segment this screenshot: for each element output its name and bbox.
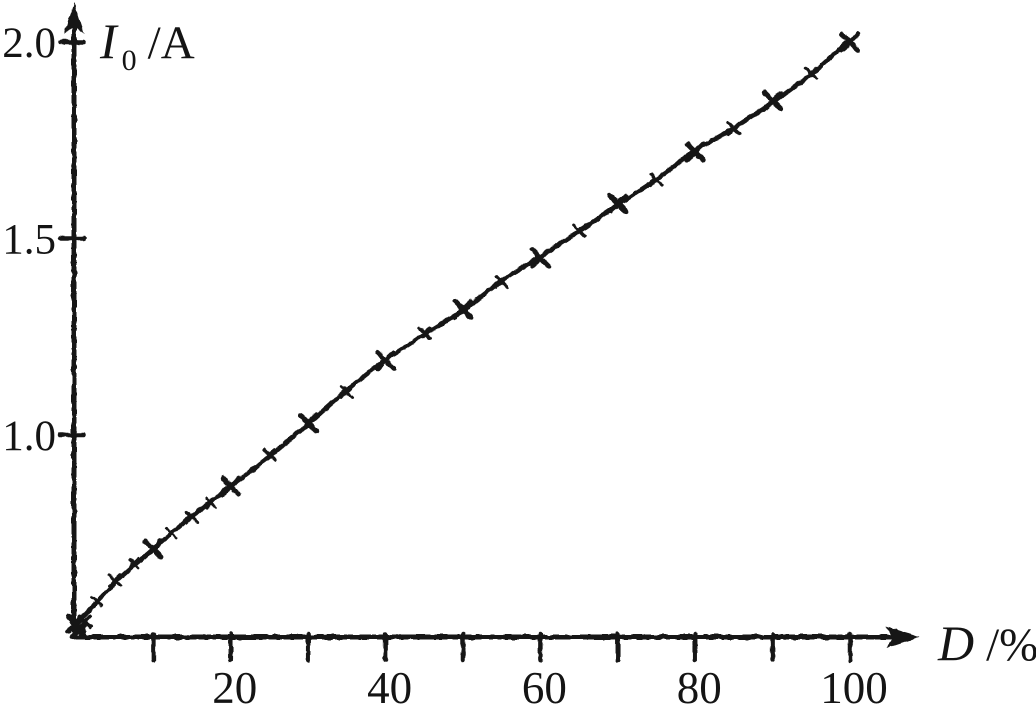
data-point-marker (684, 141, 706, 163)
data-point-marker (804, 66, 819, 81)
data-point-marker (571, 223, 587, 238)
marker-stroke (684, 141, 706, 163)
y-axis-symbol: I (99, 13, 119, 69)
data-point-marker (220, 475, 242, 497)
data-point-marker (762, 90, 784, 112)
marker-stroke (205, 497, 218, 510)
marker-stroke (375, 349, 397, 371)
marker-stroke (804, 66, 819, 81)
marker-stroke (571, 223, 587, 238)
x-axis-arrow (886, 626, 919, 648)
marker-stroke (165, 527, 178, 540)
marker-stroke (142, 538, 164, 560)
marker-stroke (185, 510, 200, 525)
data-point-marker (205, 497, 218, 510)
x-axis-label: D /% (937, 615, 1036, 671)
x-tick-label: 100 (820, 663, 888, 708)
x-tick-label: 20 (212, 663, 257, 708)
marker-stroke (127, 557, 140, 570)
marker-stroke (78, 614, 92, 629)
x-axis-unit: /% (986, 619, 1036, 671)
plot-ink (57, 2, 919, 663)
marker-stroke (839, 31, 861, 53)
data-point-marker (839, 31, 861, 53)
marker-stroke (726, 121, 742, 136)
marker-stroke (529, 247, 551, 269)
data-point-marker (649, 172, 664, 187)
marker-stroke (297, 412, 319, 434)
marker-stroke (339, 384, 354, 399)
tick-labels: 20 40 60 80 100 1.0 1.5 2.0 (2, 20, 888, 708)
marker-stroke (107, 573, 122, 588)
marker-stroke (762, 90, 784, 112)
data-point-marker (107, 573, 122, 588)
data-point-marker (78, 614, 92, 629)
marker-stroke (417, 325, 432, 340)
data-point-marker (494, 274, 509, 289)
y-axis-subscript: 0 (122, 44, 137, 77)
marker-stroke (220, 475, 242, 497)
y-axis-label: I 0 /A (99, 13, 195, 77)
y-tick-label: 1.0 (2, 413, 56, 460)
data-point-marker (165, 527, 178, 540)
marker-stroke (90, 595, 103, 608)
data-point-marker (262, 447, 277, 462)
data-point-marker (375, 349, 397, 371)
data-point-marker (339, 384, 354, 399)
data-point-marker (297, 412, 319, 434)
y-axis-arrow (64, 2, 84, 34)
data-point-marker (127, 557, 140, 570)
x-tick-label: 80 (677, 663, 722, 708)
marker-stroke (262, 447, 277, 462)
data-point-marker (90, 595, 103, 608)
data-point-marker (607, 192, 629, 214)
y-axis-unit: /A (148, 17, 195, 69)
data-point-marker (142, 538, 164, 560)
data-point-marker (726, 121, 742, 136)
data-point-marker (452, 298, 474, 320)
x-tick-label: 40 (367, 663, 412, 708)
y-tick-label: 1.5 (2, 217, 56, 264)
data-point-marker (417, 325, 432, 340)
marker-stroke (607, 192, 629, 214)
marker-stroke (494, 274, 509, 289)
marker-stroke (452, 298, 474, 320)
marker-stroke (649, 172, 664, 187)
x-axis-symbol: D (937, 615, 974, 671)
y-tick-label: 2.0 (2, 20, 56, 67)
x-tick-label: 60 (522, 663, 567, 708)
data-point-marker (529, 247, 551, 269)
data-point-marker (185, 510, 200, 525)
